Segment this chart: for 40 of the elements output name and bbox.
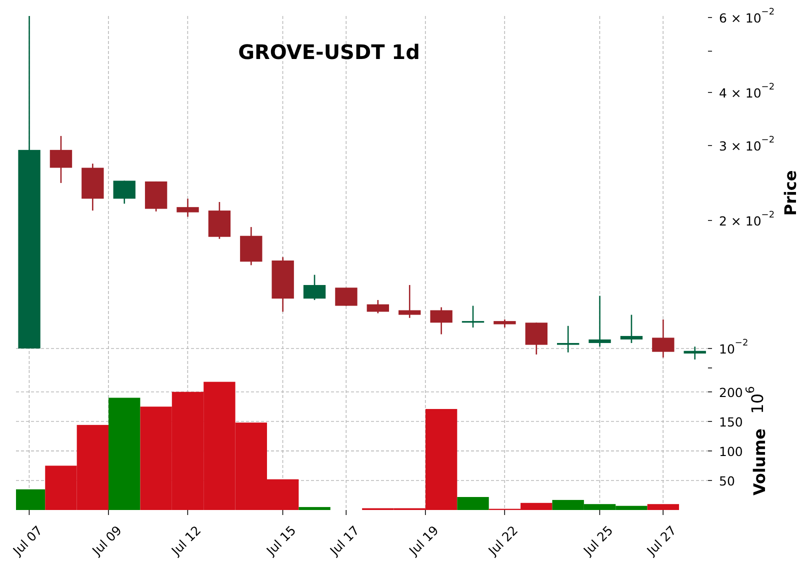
y-tick-label: 6 × 10$^{−2}$ (719, 8, 775, 26)
x-tick-label: Jul 09 (88, 522, 124, 558)
candlestick (366, 299, 390, 314)
y-tick-label: 2 × 10$^{−2}$ (719, 210, 775, 228)
x-tick-label: Jul 25 (579, 522, 616, 558)
candlestick (557, 325, 580, 354)
y-tick-label: 100 (719, 443, 743, 458)
candlestick (113, 180, 136, 204)
x-tick-label: Jul 15 (262, 522, 298, 558)
bar (457, 497, 489, 510)
x-tick-label: Jul 07 (8, 522, 45, 558)
candlestick (50, 135, 72, 184)
text: GROVE-USDT 1d (238, 40, 420, 64)
candlestick (684, 346, 706, 360)
x-tick-label: Jul 22 (484, 522, 520, 558)
y-axis-title: Volume (750, 428, 768, 496)
x-tick-label: Jul 17 (326, 522, 362, 558)
candlestick (430, 306, 452, 335)
candlestick (335, 287, 358, 306)
y-tick-label: 150 (719, 414, 743, 429)
y-tick-label: 10$^{−2}$ (719, 338, 748, 356)
x-tick-label: Jul 12 (167, 522, 204, 558)
candlestick (176, 198, 199, 218)
y-tick-label: 3 × 10$^{−2}$ (719, 136, 775, 154)
y-axis-title: Price (780, 170, 800, 216)
candlestick (588, 295, 611, 348)
y-tick-label: 200 (719, 384, 743, 400)
candlestick (525, 322, 548, 356)
candlestick (620, 314, 643, 344)
bar (298, 507, 330, 510)
x-tick-label: Jul 19 (405, 522, 442, 558)
candlestick (652, 318, 674, 358)
bar (108, 398, 140, 510)
x-tick-label: Jul 27 (642, 522, 679, 558)
candlestick (398, 284, 421, 319)
candlestick (462, 305, 484, 328)
y-tick-label: 4 × 10$^{−2}$ (719, 82, 775, 100)
y-tick-label: 50 (719, 472, 735, 488)
bar (647, 504, 680, 510)
candlestick (303, 274, 326, 301)
